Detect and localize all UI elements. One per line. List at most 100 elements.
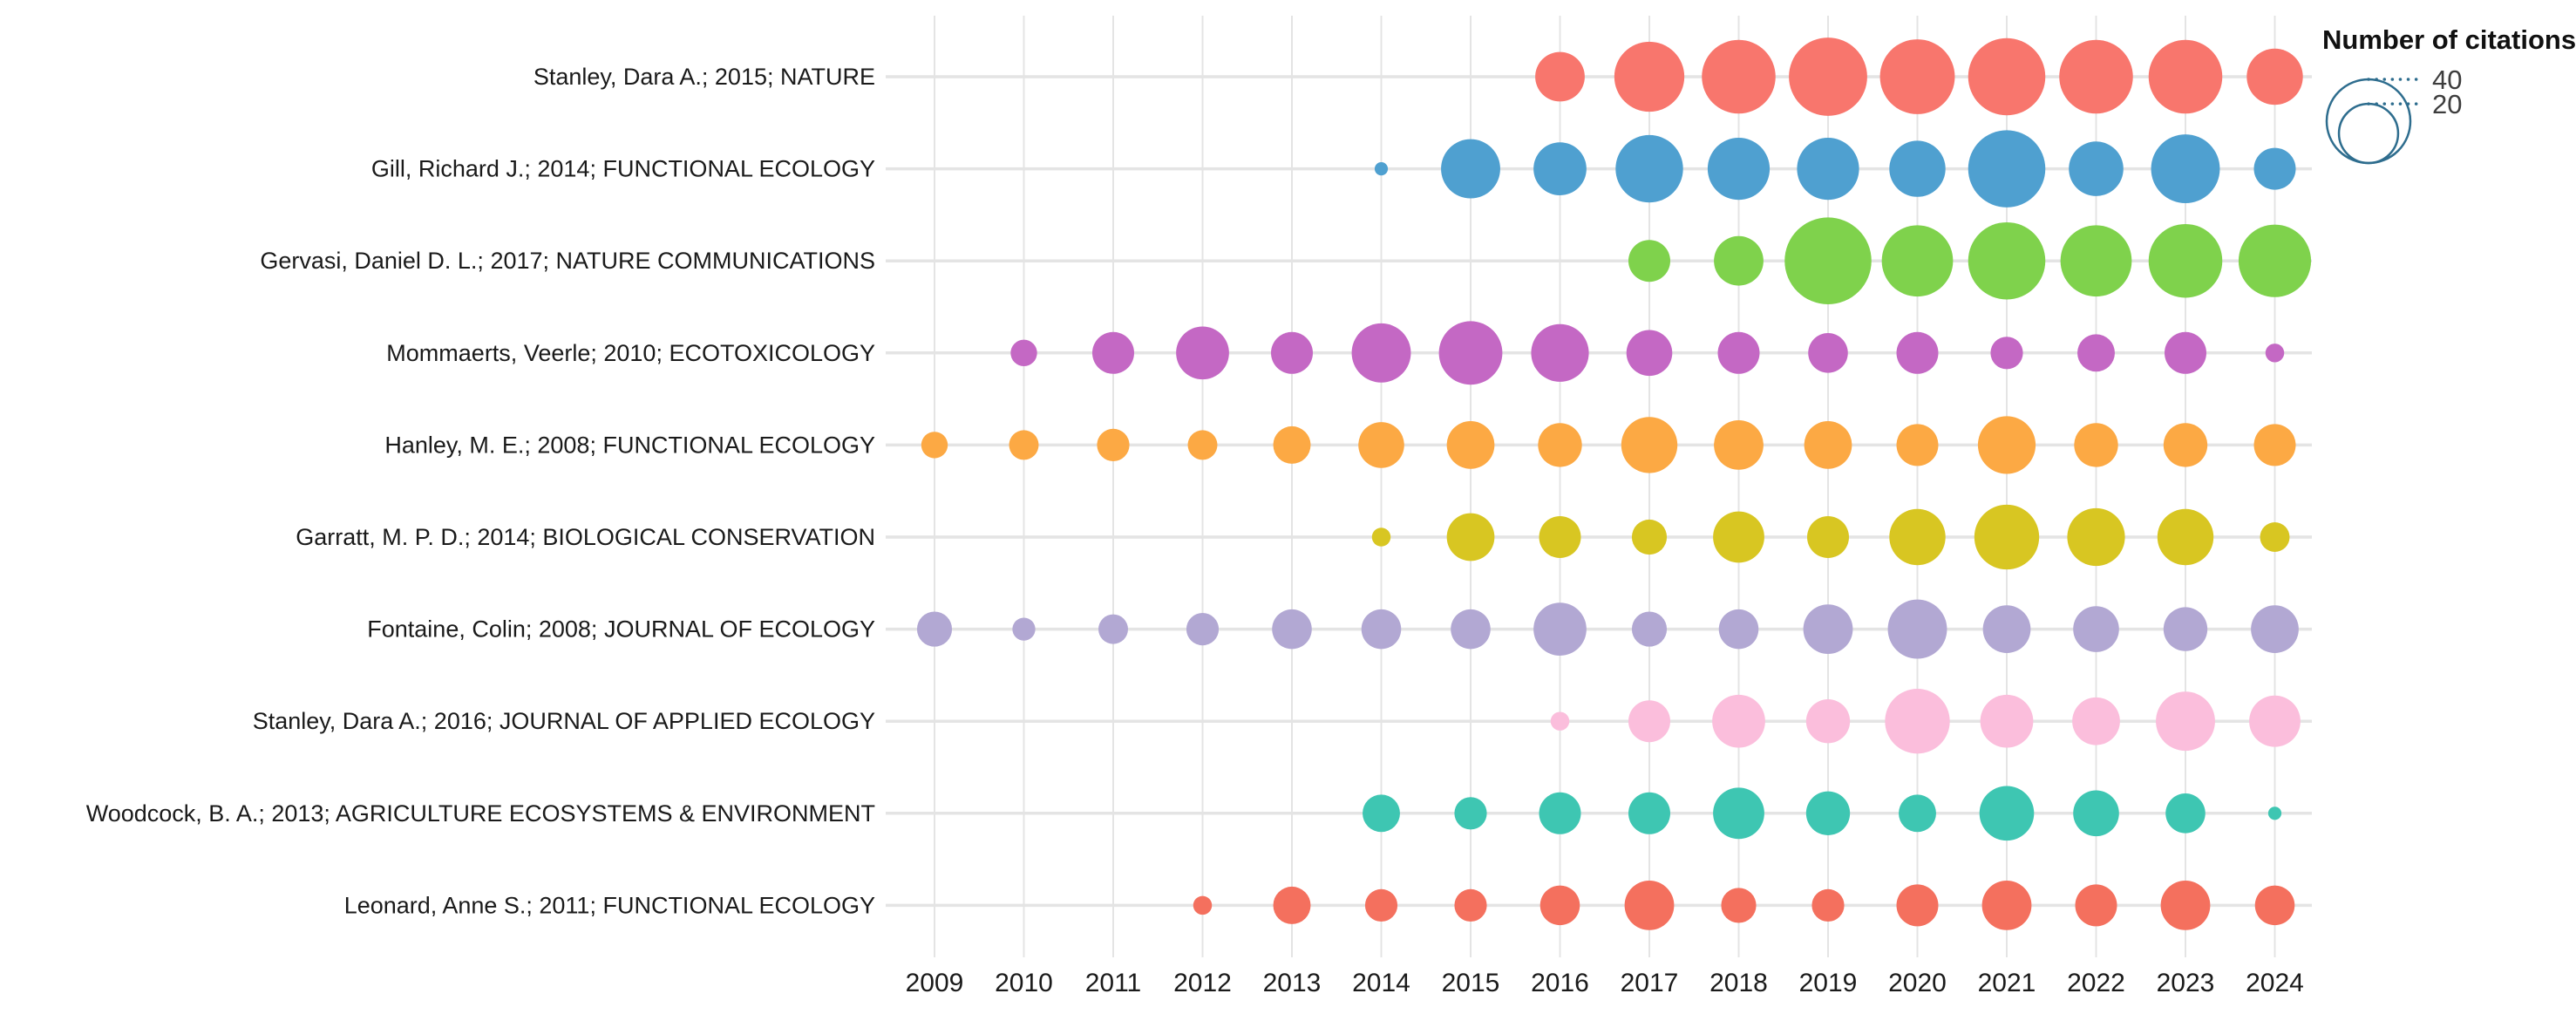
bubble	[1621, 417, 1678, 473]
bubble	[2265, 344, 2285, 363]
bubble	[2156, 691, 2215, 752]
bubble	[1098, 614, 1128, 644]
bubble	[1806, 515, 1850, 559]
bubble	[1614, 41, 1685, 112]
bubble	[1631, 611, 1668, 647]
bubble	[2073, 606, 2119, 652]
bubble	[1631, 519, 1668, 555]
bubble	[2075, 884, 2117, 927]
bubble	[1187, 430, 1218, 460]
bubble	[1981, 881, 2032, 930]
bubble	[1361, 609, 1402, 650]
bubble	[2072, 697, 2120, 745]
x-axis-label: 2011	[1085, 969, 1142, 997]
bubble	[1533, 142, 1587, 195]
bubble	[1193, 895, 1213, 915]
bubble	[1454, 888, 1487, 922]
bubble	[2148, 223, 2223, 298]
bubble	[1879, 39, 1955, 114]
bubble	[1811, 888, 1845, 922]
bubble	[921, 432, 948, 459]
bubble	[1438, 321, 1503, 385]
bubble	[1889, 140, 1946, 197]
bubble	[2238, 224, 2312, 297]
bubble	[1982, 605, 2031, 653]
bubble	[1273, 886, 1311, 924]
bubble	[1531, 323, 1589, 382]
bubble	[2163, 423, 2208, 467]
bubble	[1896, 884, 1939, 927]
bubble	[1628, 792, 1671, 834]
y-axis-label: Gill, Richard J.; 2014; FUNCTIONAL ECOLO…	[371, 156, 875, 182]
bubble	[1713, 511, 1764, 563]
bubble	[2251, 605, 2299, 653]
bubble	[1176, 326, 1229, 380]
y-axis-label: Garratt, M. P. D.; 2014; BIOLOGICAL CONS…	[296, 524, 875, 550]
bubble	[1808, 333, 1848, 373]
bubble	[1273, 425, 1311, 464]
bubble	[1533, 602, 1587, 656]
bubble	[1097, 428, 1130, 461]
bubble	[1881, 225, 1954, 297]
x-axis-label: 2010	[995, 969, 1053, 997]
bubble	[2077, 334, 2115, 372]
bubble	[1363, 794, 1400, 833]
bubble	[1009, 430, 1039, 460]
bubble	[1713, 787, 1764, 840]
bubble	[2160, 881, 2211, 930]
bubble	[1351, 323, 1411, 383]
bubble	[1805, 699, 1851, 744]
bubble	[1371, 527, 1391, 547]
bubble	[1615, 134, 1683, 203]
bubble	[1968, 221, 2046, 300]
bubble	[1451, 609, 1491, 650]
bubble	[1889, 508, 1946, 566]
bubble	[2254, 885, 2295, 926]
bubble	[1712, 694, 1765, 748]
bubble	[2151, 134, 2220, 204]
bubble	[1980, 694, 2034, 748]
bubble	[2253, 147, 2296, 190]
bubble	[1538, 423, 1582, 467]
x-axis-label: 2024	[2246, 969, 2304, 997]
bubble	[1186, 613, 1220, 646]
bubble	[1803, 604, 1853, 654]
bubble	[1364, 888, 1398, 922]
bubble	[1270, 331, 1314, 374]
bubble	[1896, 331, 1939, 374]
bubble	[1977, 416, 2036, 474]
bubble	[1628, 240, 1671, 282]
y-axis-label: Stanley, Dara A.; 2016; JOURNAL OF APPLI…	[253, 708, 875, 734]
bubble	[1717, 331, 1760, 374]
bubble	[1804, 421, 1852, 469]
bubble	[1539, 515, 1581, 559]
bubble	[1968, 37, 2046, 116]
bubble	[1714, 235, 1764, 286]
bubble	[1446, 421, 1495, 469]
bubble	[2164, 331, 2207, 374]
bubble	[1626, 330, 1673, 377]
bubble	[2069, 141, 2124, 196]
x-axis-label: 2009	[906, 969, 964, 997]
bubble	[2249, 695, 2301, 747]
bubble	[2067, 507, 2125, 567]
bubble	[1628, 700, 1671, 743]
x-axis-label: 2015	[1442, 969, 1500, 997]
bubble	[1896, 424, 1939, 466]
bubble	[2267, 806, 2282, 820]
bubble	[1899, 794, 1936, 833]
legend-size-label: 20	[2432, 89, 2462, 119]
bubble	[1718, 609, 1759, 650]
x-axis-label: 2021	[1978, 969, 2036, 997]
x-axis-label: 2012	[1173, 969, 1232, 997]
bubble	[1784, 217, 1872, 304]
bubble	[1272, 609, 1312, 650]
x-axis-label: 2020	[1888, 969, 1947, 997]
bubble	[1454, 797, 1487, 830]
bubble	[2163, 607, 2208, 651]
bubble	[2246, 48, 2303, 105]
bubble	[1885, 689, 1950, 754]
x-axis-label: 2018	[1709, 969, 1768, 997]
bubble	[2253, 424, 2296, 466]
